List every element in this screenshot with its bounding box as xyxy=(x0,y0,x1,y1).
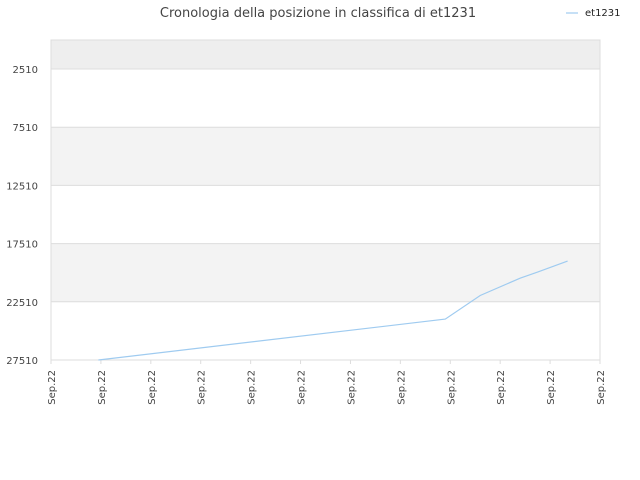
band xyxy=(51,185,600,244)
x-tick-label: Sep.22 xyxy=(346,370,357,405)
y-tick-label: 17510 xyxy=(6,240,38,251)
series-line-et1231 xyxy=(98,260,568,361)
chart-title: Cronologia della posizione in classifica… xyxy=(160,6,476,21)
y-tick-label: 7510 xyxy=(13,123,38,134)
band xyxy=(51,243,600,302)
band xyxy=(51,301,600,360)
x-tick-label: Sep.22 xyxy=(446,370,457,405)
series-layer xyxy=(98,260,568,361)
x-tick-label: Sep.22 xyxy=(396,370,407,405)
x-tick-label: Sep.22 xyxy=(247,370,258,405)
x-tick-label: Sep.22 xyxy=(197,370,208,405)
y-tick-label: 12510 xyxy=(6,181,38,192)
plot-frame xyxy=(50,39,601,361)
x-axis: Sep.22 Sep.22 Sep.22 Sep.22 Sep.22 Sep.22 Sep.… xyxy=(47,360,607,405)
y-tick-label: 2510 xyxy=(13,65,38,76)
x-tick-label: Sep.22 xyxy=(47,370,58,405)
background-bands xyxy=(51,40,600,360)
band xyxy=(51,40,600,69)
band xyxy=(51,69,600,128)
legend-label: et1231 xyxy=(585,8,621,19)
y-tick-label: 27510 xyxy=(6,356,38,367)
x-tick-label: Sep.22 xyxy=(97,370,108,405)
x-tick-label: Sep.22 xyxy=(297,370,308,405)
x-tick-label: Sep.22 xyxy=(596,370,607,405)
y-tick-label: 22510 xyxy=(6,298,38,309)
x-tick-label: Sep.22 xyxy=(496,370,507,405)
x-tick-label: Sep.22 xyxy=(147,370,158,405)
band xyxy=(51,127,600,186)
y-axis: 2510 7510 12510 17510 22510 27510 xyxy=(6,65,38,367)
legend: et1231 xyxy=(566,8,621,19)
x-tick-label: Sep.22 xyxy=(546,370,557,405)
